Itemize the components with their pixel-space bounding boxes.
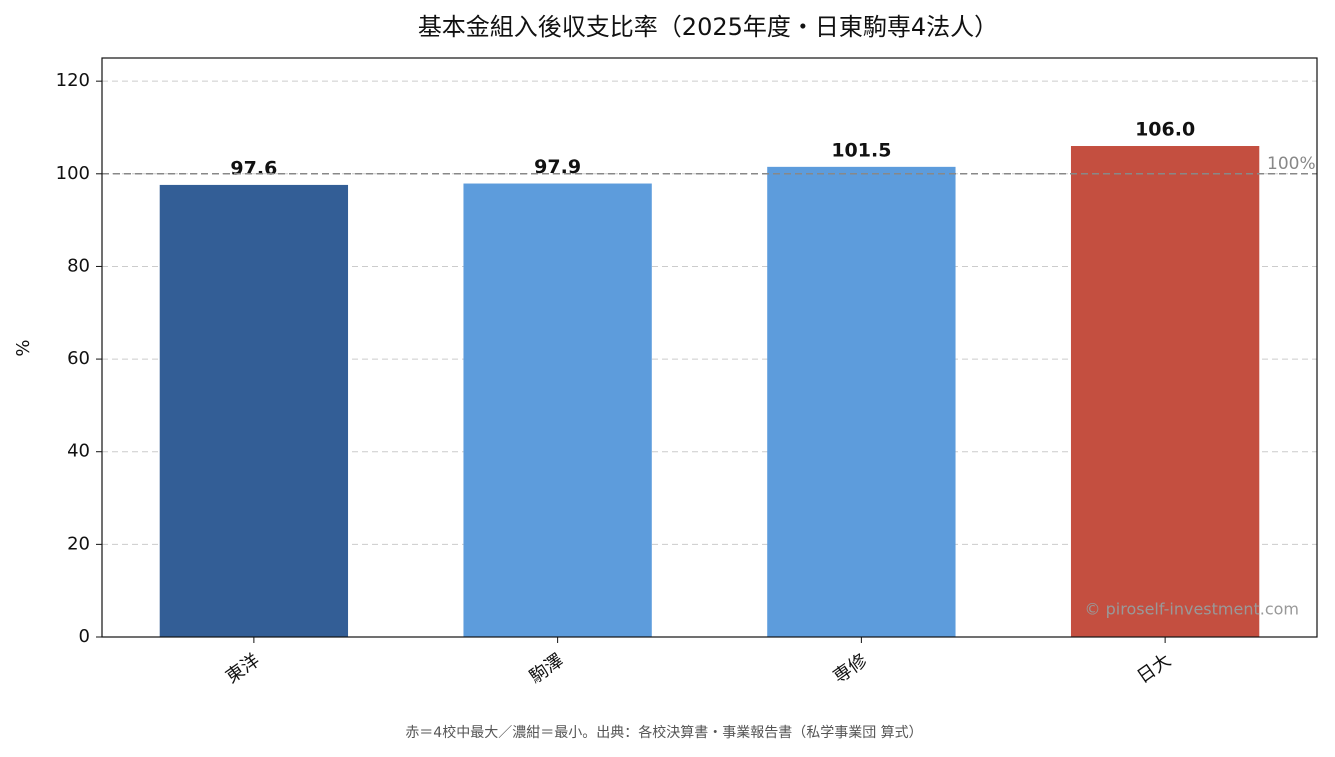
value-label: 106.0 (1135, 119, 1195, 141)
bar (463, 183, 652, 637)
watermark: © piroself-investment.com (1085, 600, 1299, 619)
footnote: 赤＝4校中最大／濃紺＝最小。出典：各校決算書・事業報告書（私学事業団 算式） (405, 724, 922, 741)
x-tick-label: 駒澤 (526, 650, 568, 688)
reference-label: 100% (1267, 154, 1316, 174)
chart-title: 基本金組入後収支比率（2025年度・日東駒専4法人） (418, 13, 998, 41)
y-tick-label: 0 (79, 626, 90, 647)
bar (1070, 146, 1260, 637)
value-label: 101.5 (831, 139, 891, 161)
bar (159, 184, 349, 637)
x-tick-label: 東洋 (222, 650, 264, 688)
y-tick-label: 20 (67, 533, 90, 554)
value-label: 97.9 (534, 156, 581, 178)
value-label: 97.6 (230, 157, 277, 179)
x-tick-label: 日大 (1133, 650, 1175, 688)
plot-frame (101, 57, 1318, 638)
y-axis-label: % (13, 339, 34, 356)
y-tick-label: 80 (67, 255, 90, 276)
y-tick-label: 60 (67, 348, 90, 369)
y-tick-label: 40 (67, 441, 90, 462)
y-tick-label: 120 (56, 70, 90, 91)
y-tick-label: 100 (56, 163, 90, 184)
bar (767, 166, 956, 638)
x-tick-label: 専修 (830, 650, 872, 688)
